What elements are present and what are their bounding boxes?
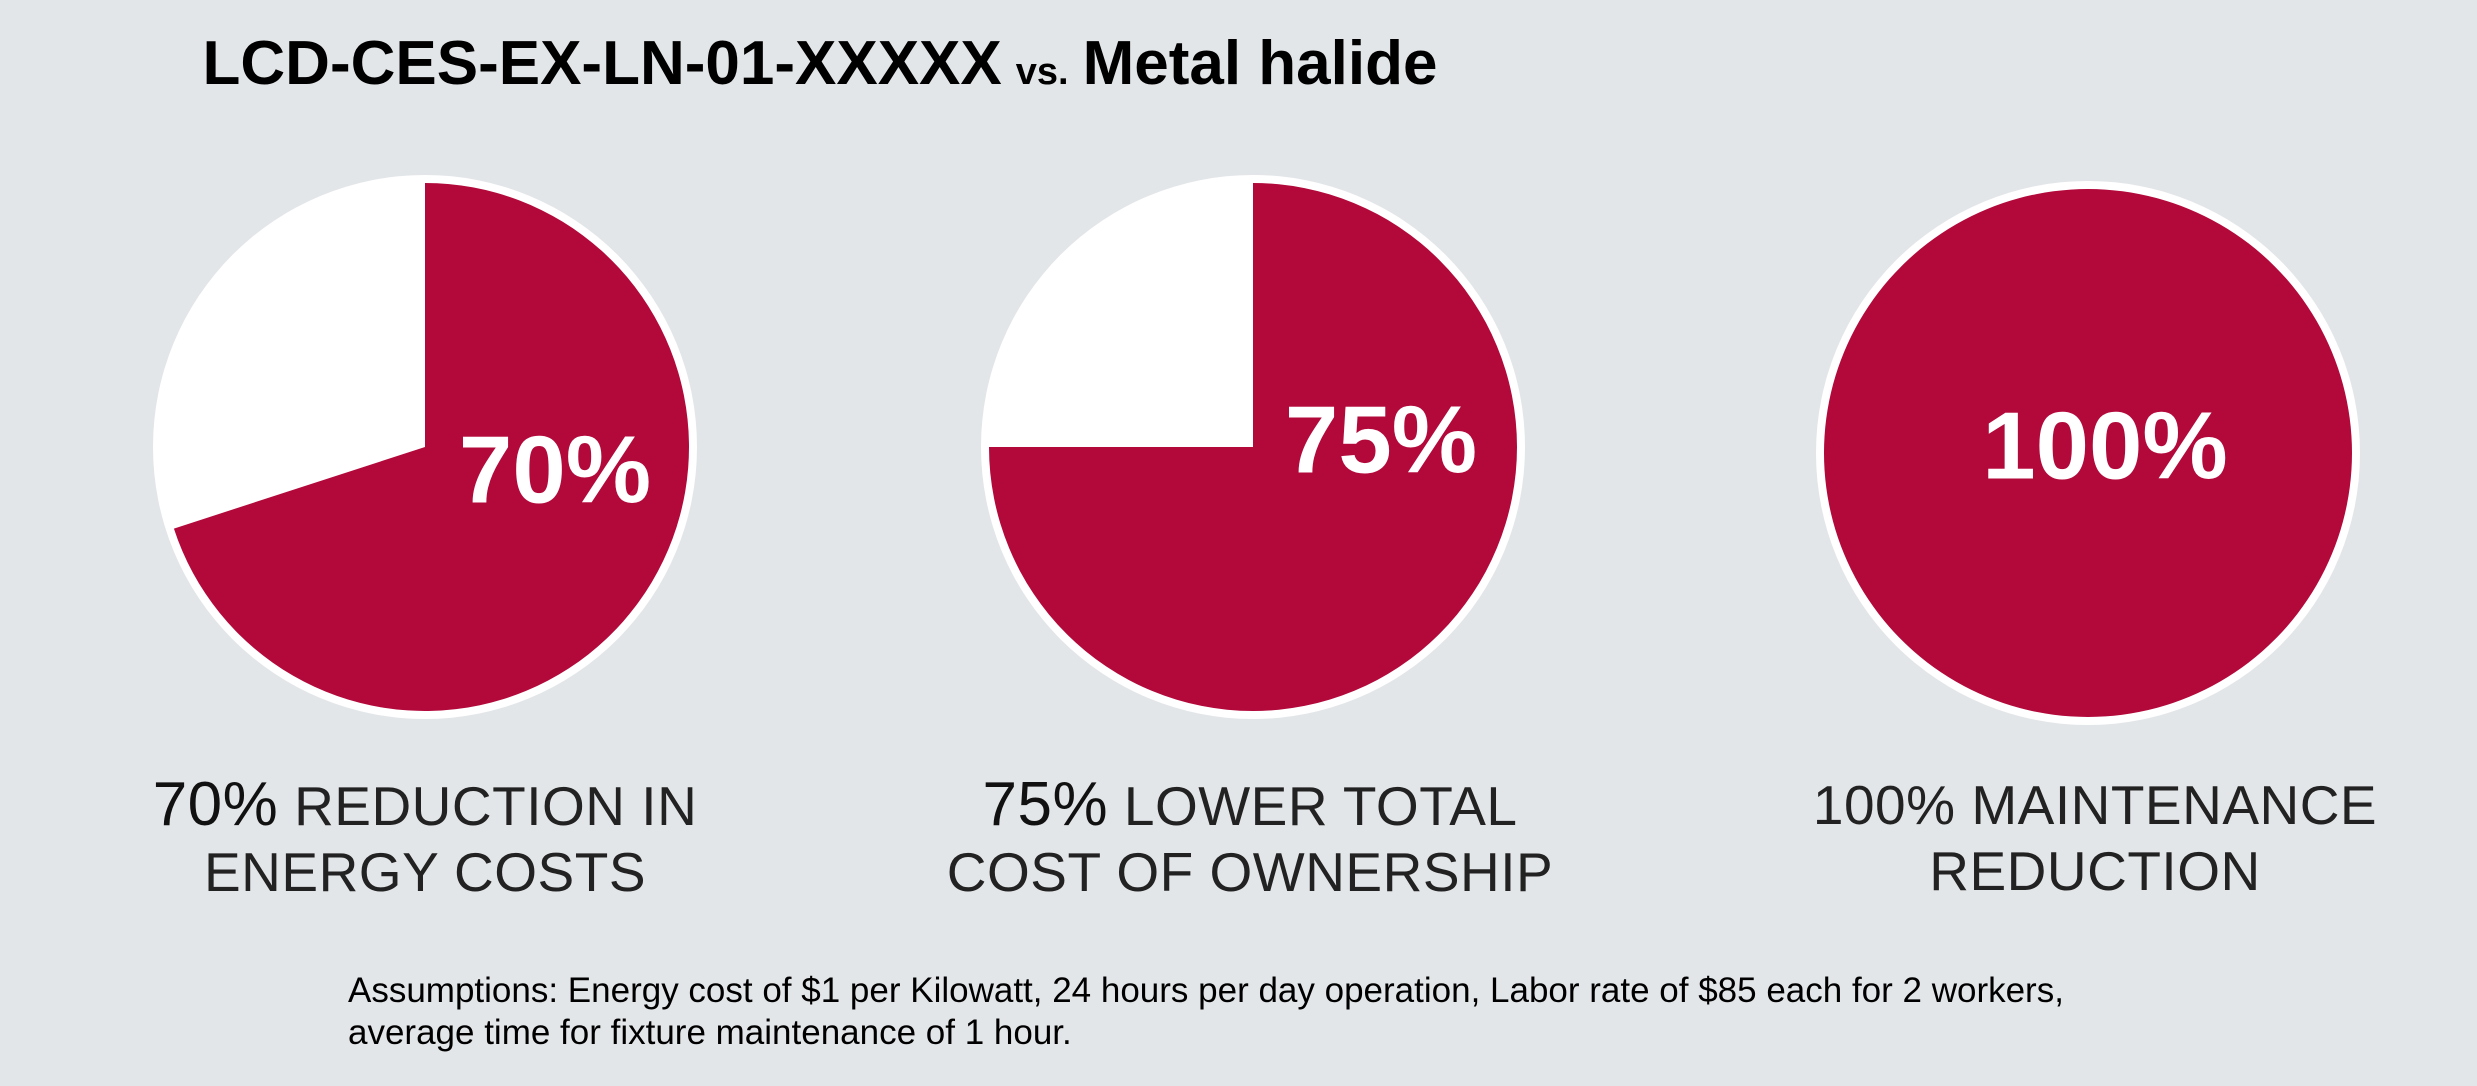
pie-value-label: 75% [1285, 386, 1477, 493]
pie-value-label: 100% [1982, 392, 2228, 499]
caption-line2: ENERGY COSTS [203, 841, 647, 903]
caption-line2: COST OF OWNERSHIP [946, 841, 1554, 903]
pie-slice-lower-cost [989, 183, 1517, 711]
title-product: LCD-CES-EX-LN-01-XXXXX [202, 29, 1002, 98]
chart-title: LCD-CES-EX-LN-01-XXXXX vs. Metal halide [0, 28, 1640, 99]
title-comparison: Metal halide [1082, 29, 1438, 98]
pie-slice-maintenance [1823, 189, 2352, 717]
caption-line1: MAINTENANCE [1971, 774, 2378, 836]
caption-line1: REDUCTION IN [294, 775, 698, 837]
pie-chart-ownership: 75% [981, 175, 1525, 719]
pie-value-label: 70% [459, 416, 651, 523]
pie-chart-maintenance: 100% [1816, 181, 2360, 725]
caption-line2: REDUCTION [1929, 840, 2261, 902]
caption-percent: 75% [982, 770, 1109, 839]
assumptions-note: Assumptions: Energy cost of $1 per Kilow… [348, 970, 2348, 1054]
caption-energy: 70% REDUCTION IN ENERGY COSTS [100, 772, 750, 905]
caption-maintenance: 100% MAINTENANCE REDUCTION [1770, 772, 2420, 904]
pie-chart-energy: 70% [153, 175, 697, 719]
pie-slice-reduction [173, 183, 689, 711]
caption-percent: 100% [1812, 774, 1956, 836]
caption-line1: LOWER TOTAL [1123, 775, 1518, 837]
assumptions-line2: average time for fixture maintenance of … [348, 1013, 1072, 1052]
assumptions-line1: Assumptions: Energy cost of $1 per Kilow… [348, 971, 2064, 1010]
title-vs: vs. [1015, 51, 1069, 93]
caption-ownership: 75% LOWER TOTAL COST OF OWNERSHIP [925, 772, 1575, 905]
caption-percent: 70% [152, 770, 279, 839]
